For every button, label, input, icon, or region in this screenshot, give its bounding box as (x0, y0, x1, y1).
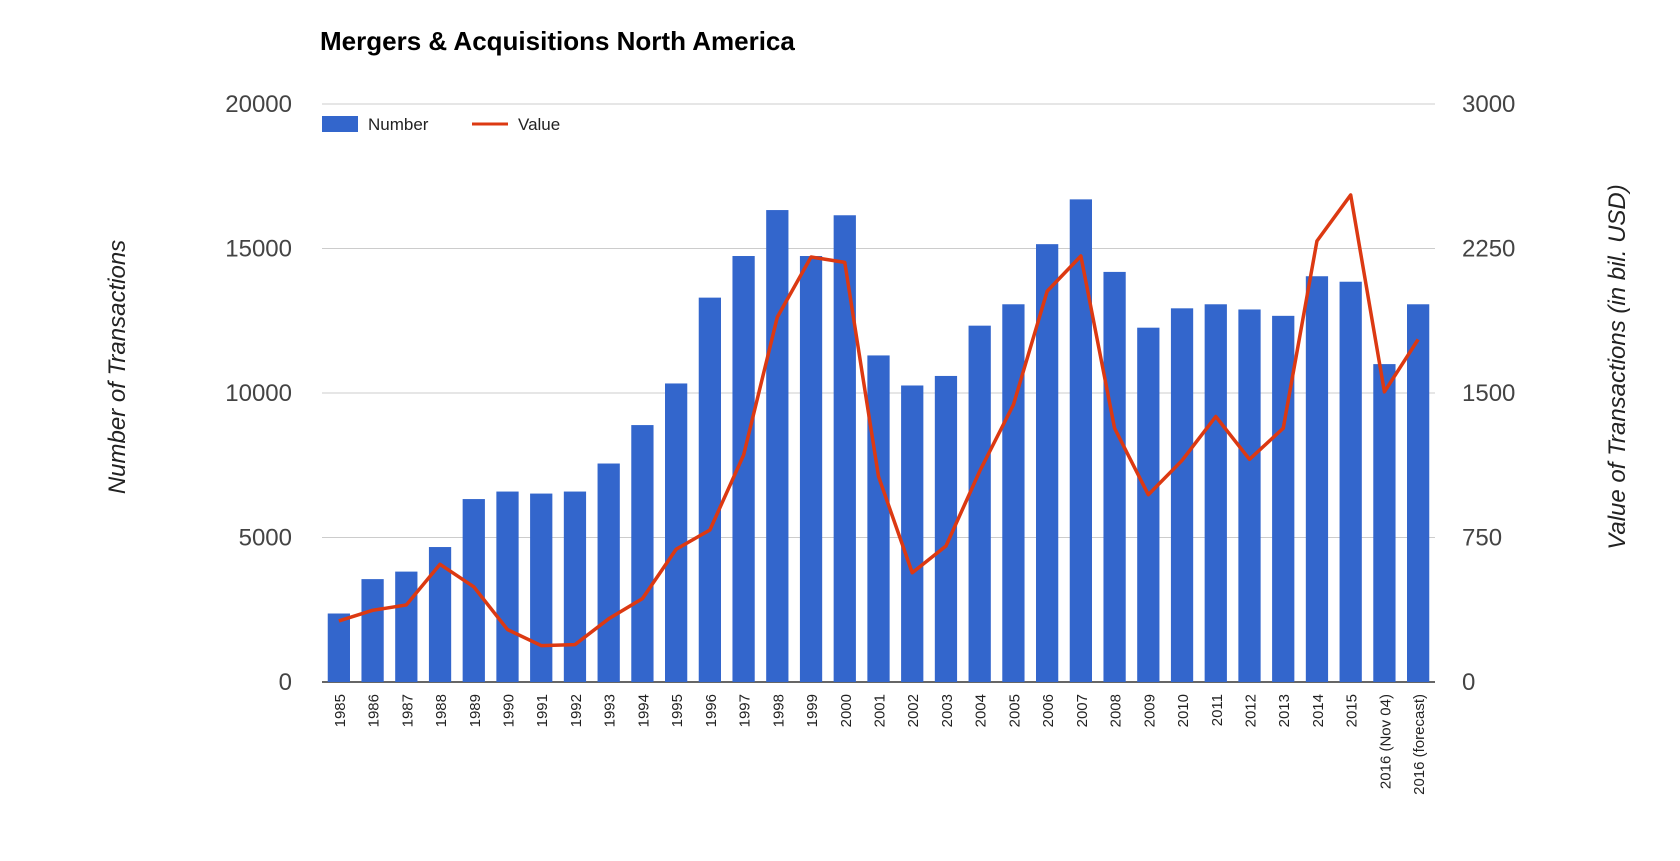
x-tick-label: 2005 (1006, 694, 1023, 727)
x-tick-label: 2016 (Nov 04) (1377, 694, 1394, 789)
bar-2013 (1272, 316, 1294, 682)
x-tick-label: 2016 (forecast) (1411, 694, 1428, 795)
bar-1987 (395, 572, 417, 682)
x-tick-label: 2000 (838, 694, 855, 727)
bar-2008 (1103, 272, 1125, 682)
x-tick-label: 1999 (804, 694, 821, 727)
chart-title: Mergers & Acquisitions North America (320, 26, 795, 56)
bar-2004 (969, 326, 991, 682)
right-tick-label: 750 (1462, 525, 1502, 552)
left-tick-label: 5000 (239, 525, 292, 552)
right-axis-label: Value of Transactions (in bil. USD) (1604, 184, 1631, 549)
bar-1990 (496, 492, 518, 682)
bar-2014 (1306, 276, 1328, 682)
x-tick-label: 1988 (433, 694, 450, 727)
x-tick-label: 1994 (635, 694, 652, 727)
x-tick-label: 2015 (1344, 694, 1361, 727)
bar-1988 (429, 547, 451, 682)
x-tick-label: 2008 (1108, 694, 1125, 727)
bar-1994 (631, 425, 653, 682)
x-tick-label: 1992 (568, 694, 585, 727)
bar-1998 (766, 210, 788, 682)
bar-2010 (1171, 308, 1193, 682)
x-tick-label: 2014 (1310, 694, 1327, 727)
left-tick-label: 20000 (225, 91, 292, 118)
x-tick-label: 2013 (1276, 694, 1293, 727)
x-tick-label: 2012 (1243, 694, 1260, 727)
bar-2006 (1036, 244, 1058, 682)
x-tick-label: 2003 (939, 694, 956, 727)
legend-label-number: Number (368, 115, 429, 134)
bar-1989 (463, 499, 485, 682)
x-tick-label: 1985 (332, 694, 349, 727)
x-tick-label: 1987 (399, 694, 416, 727)
right-axis-ticks: 0 750 1500 2250 3000 (1462, 91, 1515, 696)
bar-1999 (800, 256, 822, 682)
x-tick-label: 1995 (669, 694, 686, 727)
x-tick-label: 1991 (534, 694, 551, 727)
x-tick-label: 1989 (467, 694, 484, 727)
x-tick-label: 1996 (703, 694, 720, 727)
x-tick-label: 1998 (770, 694, 787, 727)
right-tick-label: 2250 (1462, 236, 1515, 263)
x-tick-label: 1990 (501, 694, 518, 727)
x-tick-label: 2009 (1141, 694, 1158, 727)
bar-2001 (867, 355, 889, 682)
right-tick-label: 1500 (1462, 380, 1515, 407)
x-tick-label: 1993 (602, 694, 619, 727)
left-tick-label: 10000 (225, 380, 292, 407)
x-tick-label: 2010 (1175, 694, 1192, 727)
bar-2012 (1238, 309, 1260, 682)
left-tick-label: 15000 (225, 236, 292, 263)
bar-2000 (834, 215, 856, 682)
bar-1991 (530, 494, 552, 682)
x-tick-label: 2002 (905, 694, 922, 727)
x-axis-ticks: 1985 1986 1987 1988 1989 1990 1991 1992 1993 1994… (332, 694, 1428, 795)
bar-2002 (901, 385, 923, 682)
legend-swatch-number (322, 116, 358, 132)
bar-1985 (328, 614, 350, 682)
right-tick-label: 0 (1462, 669, 1475, 696)
bar-1995 (665, 383, 687, 682)
left-axis-ticks: 0 5000 10000 15000 20000 (225, 91, 292, 696)
bar-2016-Nov-04- (1373, 364, 1395, 682)
bar-2005 (1002, 304, 1024, 682)
bar-1986 (361, 579, 383, 682)
left-tick-label: 0 (279, 669, 292, 696)
legend-label-value: Value (518, 115, 560, 134)
bar-2011 (1205, 304, 1227, 682)
x-tick-label: 2007 (1074, 694, 1091, 727)
bar-2009 (1137, 328, 1159, 682)
x-tick-label: 2011 (1209, 694, 1226, 726)
bar-1992 (564, 492, 586, 682)
bar-2015 (1340, 282, 1362, 682)
legend: Number Value (322, 115, 560, 134)
x-tick-label: 2004 (973, 694, 990, 727)
x-tick-label: 2001 (872, 694, 889, 727)
x-tick-label: 1986 (366, 694, 383, 727)
left-axis-label: Number of Transactions (104, 240, 131, 494)
bar-1993 (598, 464, 620, 682)
bar-1996 (699, 298, 721, 682)
right-tick-label: 3000 (1462, 91, 1515, 118)
bar-2007 (1070, 199, 1092, 682)
bar-2016-forecast- (1407, 304, 1429, 682)
x-tick-label: 1997 (737, 694, 754, 727)
x-tick-label: 2006 (1040, 694, 1057, 727)
